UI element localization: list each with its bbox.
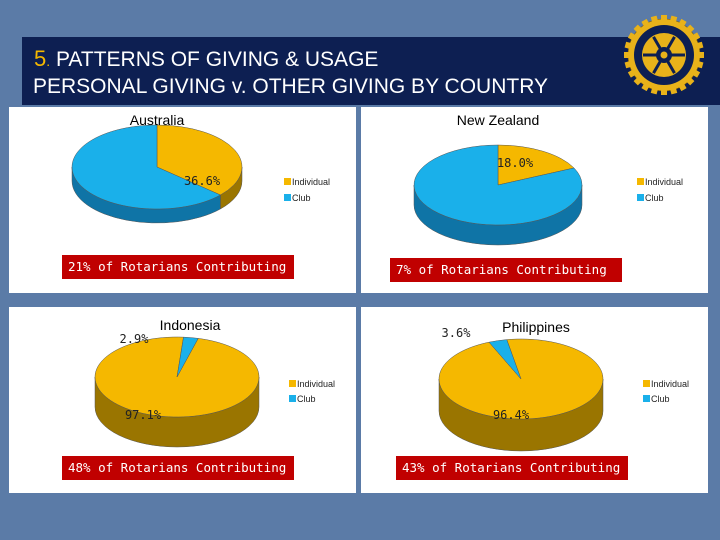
legend-label-philippines-individual: Individual — [651, 379, 689, 389]
title-line-1: 5. PATTERNS OF GIVING & USAGE — [34, 46, 378, 72]
banner-new-zealand: 7% of Rotarians Contributing — [390, 258, 622, 282]
legend-label-philippines-club: Club — [651, 394, 670, 404]
legend-label-new-zealand-club: Club — [645, 193, 664, 203]
banner-australia: 21% of Rotarians Contributing — [62, 255, 294, 279]
pie-title-indonesia: Indonesia — [160, 317, 221, 333]
pie-slice-australia-club — [71, 124, 221, 210]
pie-slice-new-zealand-club — [413, 144, 583, 226]
chart-australia: Australia 36.6% Individual Club — [71, 112, 330, 224]
pie-title-new-zealand: New Zealand — [457, 112, 540, 128]
legend-swatch-indonesia-club — [289, 395, 296, 402]
title-line-2: PERSONAL GIVING v. OTHER GIVING BY COUNT… — [33, 75, 548, 98]
legend-swatch-philippines-individual — [643, 380, 650, 387]
legend-swatch-indonesia-individual — [289, 380, 296, 387]
legend-label-indonesia-individual: Individual — [297, 379, 335, 389]
legend-label-australia-individual: Individual — [292, 177, 330, 187]
data-label-new-zealand-individual: 18.0% — [497, 156, 534, 170]
pie-title-australia: Australia — [130, 112, 185, 128]
legend-label-australia-club: Club — [292, 193, 311, 203]
legend-swatch-philippines-club — [643, 395, 650, 402]
legend-swatch-australia-club — [284, 194, 291, 201]
title-text-1: PATTERNS OF GIVING & USAGE — [50, 48, 379, 71]
banner-indonesia: 48% of Rotarians Contributing — [62, 456, 294, 480]
chart-indonesia: Indonesia 2.9% 97.1% Individual Club — [94, 317, 335, 448]
data-label-indonesia-club: 2.9% — [120, 332, 150, 346]
pie-slice-philippines-club — [488, 339, 522, 380]
legend-swatch-new-zealand-club — [637, 194, 644, 201]
data-label-indonesia-individual: 97.1% — [125, 408, 162, 422]
rotary-wheel-logo — [624, 15, 704, 95]
chart-new-zealand: New Zealand 18.0% Individual Club — [413, 112, 683, 246]
section-number: 5 — [34, 46, 47, 71]
pie-slice-new-zealand-individual — [497, 144, 575, 186]
legend-label-new-zealand-individual: Individual — [645, 177, 683, 187]
data-label-philippines-club: 3.6% — [442, 326, 472, 340]
pie-title-philippines: Philippines — [502, 319, 570, 335]
legend-label-indonesia-club: Club — [297, 394, 316, 404]
data-label-australia-individual: 36.6% — [184, 174, 221, 188]
pie-slice-indonesia-club — [176, 336, 199, 378]
legend-swatch-australia-individual — [284, 178, 291, 185]
section-dot: . — [46, 53, 51, 69]
title-bar: 5. PATTERNS OF GIVING & USAGE PERSONAL G… — [22, 37, 720, 105]
chart-philippines: Philippines 3.6% 96.4% Individual Club — [438, 319, 689, 452]
legend-swatch-new-zealand-individual — [637, 178, 644, 185]
pie-slice-australia-individual — [156, 124, 243, 196]
data-label-philippines-individual: 96.4% — [493, 408, 530, 422]
panel-australia: Australia 36.6% Individual Club — [9, 107, 356, 293]
banner-philippines: 43% of Rotarians Contributing — [396, 456, 628, 480]
